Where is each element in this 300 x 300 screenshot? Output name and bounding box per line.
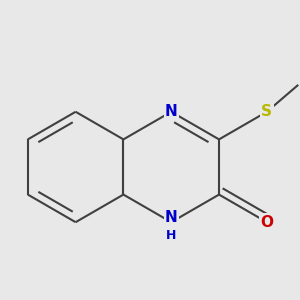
Text: N: N: [165, 210, 178, 225]
Text: N: N: [165, 104, 178, 119]
Text: O: O: [260, 215, 273, 230]
Text: H: H: [166, 229, 176, 242]
Text: S: S: [261, 104, 272, 119]
